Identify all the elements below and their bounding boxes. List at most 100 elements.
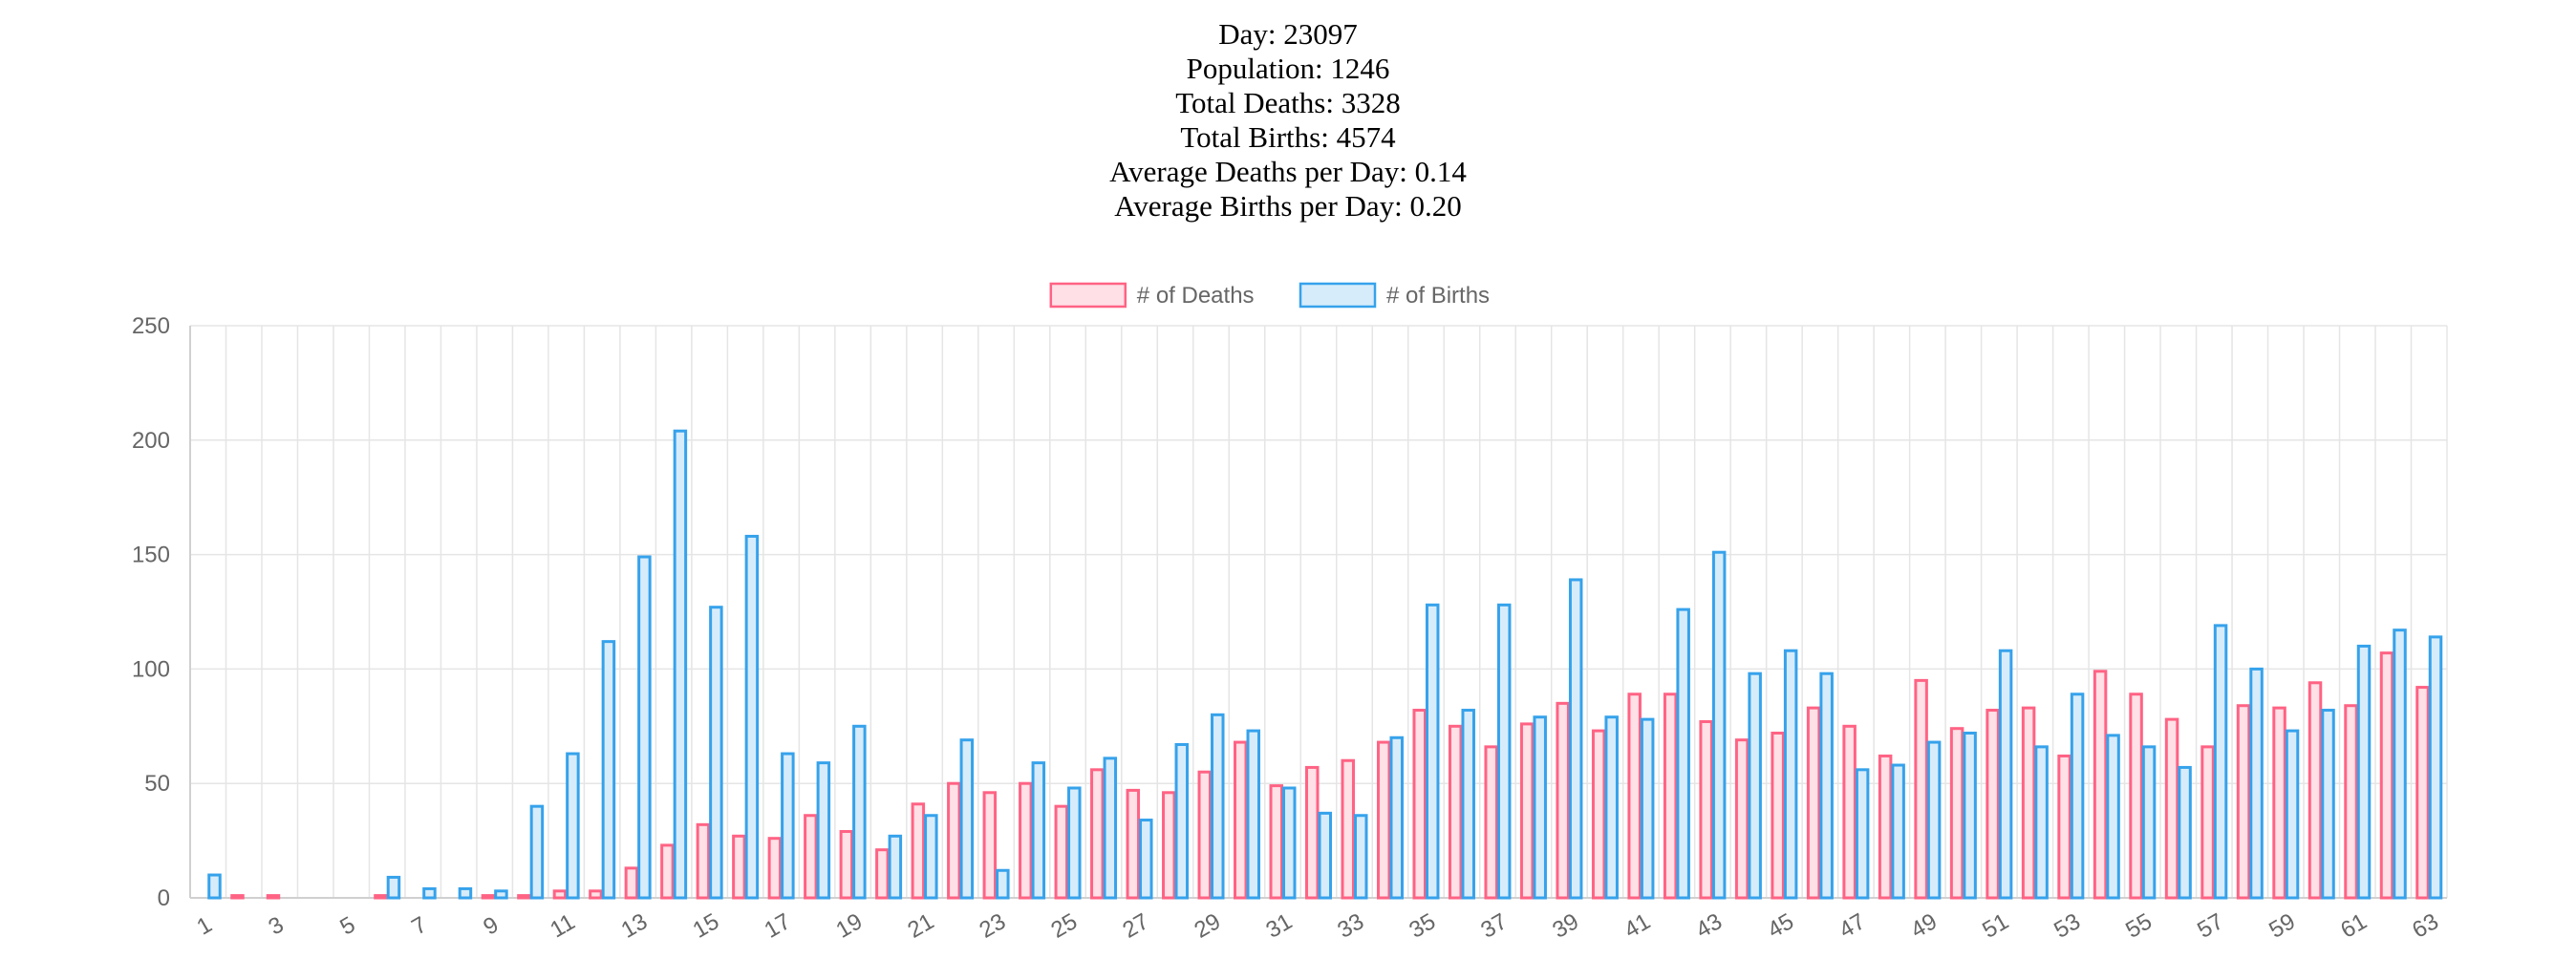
x-tick-label: 53 xyxy=(2050,908,2085,944)
births-bar xyxy=(1174,742,1190,900)
deaths-bar xyxy=(1771,731,1785,900)
births-bar xyxy=(1282,786,1297,900)
x-tick-label: 19 xyxy=(832,908,868,944)
deaths-bar xyxy=(2021,706,2036,900)
x-tick-label: 45 xyxy=(1763,908,1798,944)
x-axis-ticks: 1 3 5 7 9 11 13 15 17 19 21 23 25 27 29 31 33 35 37 39 41 43 4… xyxy=(192,908,2442,944)
births-bar xyxy=(2356,644,2372,900)
x-tick-label: 37 xyxy=(1476,908,1512,944)
y-tick-label: 0 xyxy=(158,885,170,911)
deaths-bar xyxy=(1627,693,1642,900)
births-bar xyxy=(2106,734,2120,900)
births-bar xyxy=(1604,715,1619,900)
births-bar xyxy=(1246,729,1261,900)
births-bar xyxy=(1819,671,1834,900)
deaths-bar xyxy=(230,894,245,900)
x-tick-label: 27 xyxy=(1118,908,1153,944)
deaths-bar xyxy=(2093,670,2108,900)
stats-panel: Day: 23097 Population: 1246 Total Deaths… xyxy=(0,17,2576,224)
deaths-bar xyxy=(1986,709,2000,900)
deaths-bar xyxy=(660,843,675,900)
deaths-bar xyxy=(767,837,783,900)
deaths-bar xyxy=(1914,678,1928,900)
x-tick-label: 31 xyxy=(1261,908,1297,944)
deaths-bar xyxy=(947,781,961,900)
x-tick-label: 15 xyxy=(689,908,724,944)
x-tick-label: 59 xyxy=(2265,908,2300,944)
births-bar xyxy=(1318,811,1332,900)
deaths-bar xyxy=(2164,717,2179,900)
legend-births-label[interactable]: # of Births xyxy=(1386,283,1490,309)
deaths-bar xyxy=(624,866,639,900)
x-tick-label: 25 xyxy=(1046,908,1082,944)
legend-births-swatch xyxy=(1299,282,1377,309)
deaths-bar xyxy=(1949,727,1964,900)
births-bar xyxy=(959,738,975,900)
deaths-bar xyxy=(1305,765,1320,900)
births-bar xyxy=(2428,635,2443,900)
deaths-bar xyxy=(1197,770,1213,900)
births-bar xyxy=(924,814,938,900)
deaths-bar xyxy=(1054,804,1069,900)
x-tick-label: 35 xyxy=(1405,908,1440,944)
x-tick-label: 5 xyxy=(335,911,359,940)
births-bar xyxy=(1783,649,1798,900)
births-bar xyxy=(2393,629,2407,900)
births-bar xyxy=(2178,765,2192,900)
legend-deaths-swatch xyxy=(1049,282,1127,309)
deaths-bar xyxy=(2200,745,2215,900)
births-bar xyxy=(852,724,867,900)
x-tick-label: 47 xyxy=(1835,908,1870,944)
legend: # of Deaths # of Births xyxy=(1049,282,1490,309)
x-tick-label: 1 xyxy=(192,911,216,940)
deaths-bar xyxy=(589,889,603,900)
deaths-bar xyxy=(1663,693,1678,900)
deaths-bar xyxy=(1448,724,1463,900)
births-bar xyxy=(1891,763,1905,900)
bars xyxy=(207,429,2443,900)
deaths-bar xyxy=(875,848,890,900)
births-bar xyxy=(1568,578,1583,900)
deaths-bar xyxy=(552,889,568,900)
deaths-bar xyxy=(2129,693,2143,900)
births-bar xyxy=(744,534,760,900)
births-bar xyxy=(1353,814,1368,900)
x-tick-label: 17 xyxy=(761,908,796,944)
deaths-bar xyxy=(1484,745,1498,900)
births-bar xyxy=(709,606,723,900)
deaths-bar xyxy=(1806,706,1821,900)
births-bar xyxy=(2285,729,2300,900)
births-bar xyxy=(781,752,795,900)
x-tick-label: 63 xyxy=(2408,908,2443,944)
births-bar xyxy=(1139,819,1153,900)
deaths-bar xyxy=(2415,686,2430,900)
population-text: Population: 1246 xyxy=(1186,52,1390,85)
births-bar xyxy=(1533,715,1547,900)
y-tick-label: 150 xyxy=(132,543,170,568)
births-bar xyxy=(996,868,1010,900)
births-bar xyxy=(1031,761,1046,900)
births-bar xyxy=(637,555,652,900)
deaths-bar xyxy=(982,791,998,900)
legend-deaths-label[interactable]: # of Deaths xyxy=(1137,283,1255,309)
deaths-bar xyxy=(481,894,496,900)
births-bar xyxy=(1425,603,1440,900)
births-bar xyxy=(422,886,437,900)
births-bar xyxy=(1998,649,2013,900)
deaths-bar xyxy=(1734,738,1750,900)
total-births-text: Total Births: 4574 xyxy=(1180,120,1396,154)
births-bar xyxy=(494,889,508,900)
average-deaths-text: Average Deaths per Day: 0.14 xyxy=(1109,155,1467,188)
deaths-bar xyxy=(732,834,746,900)
x-tick-label: 13 xyxy=(617,908,653,944)
births-bar xyxy=(566,752,580,900)
x-tick-label: 7 xyxy=(407,911,431,940)
births-bar xyxy=(1640,717,1655,900)
y-tick-label: 100 xyxy=(132,656,170,682)
deaths-bar xyxy=(1842,724,1857,900)
deaths-bar xyxy=(2236,704,2251,900)
births-bar xyxy=(2249,667,2264,900)
births-bar xyxy=(1926,740,1942,900)
deaths-bar xyxy=(1412,709,1427,900)
